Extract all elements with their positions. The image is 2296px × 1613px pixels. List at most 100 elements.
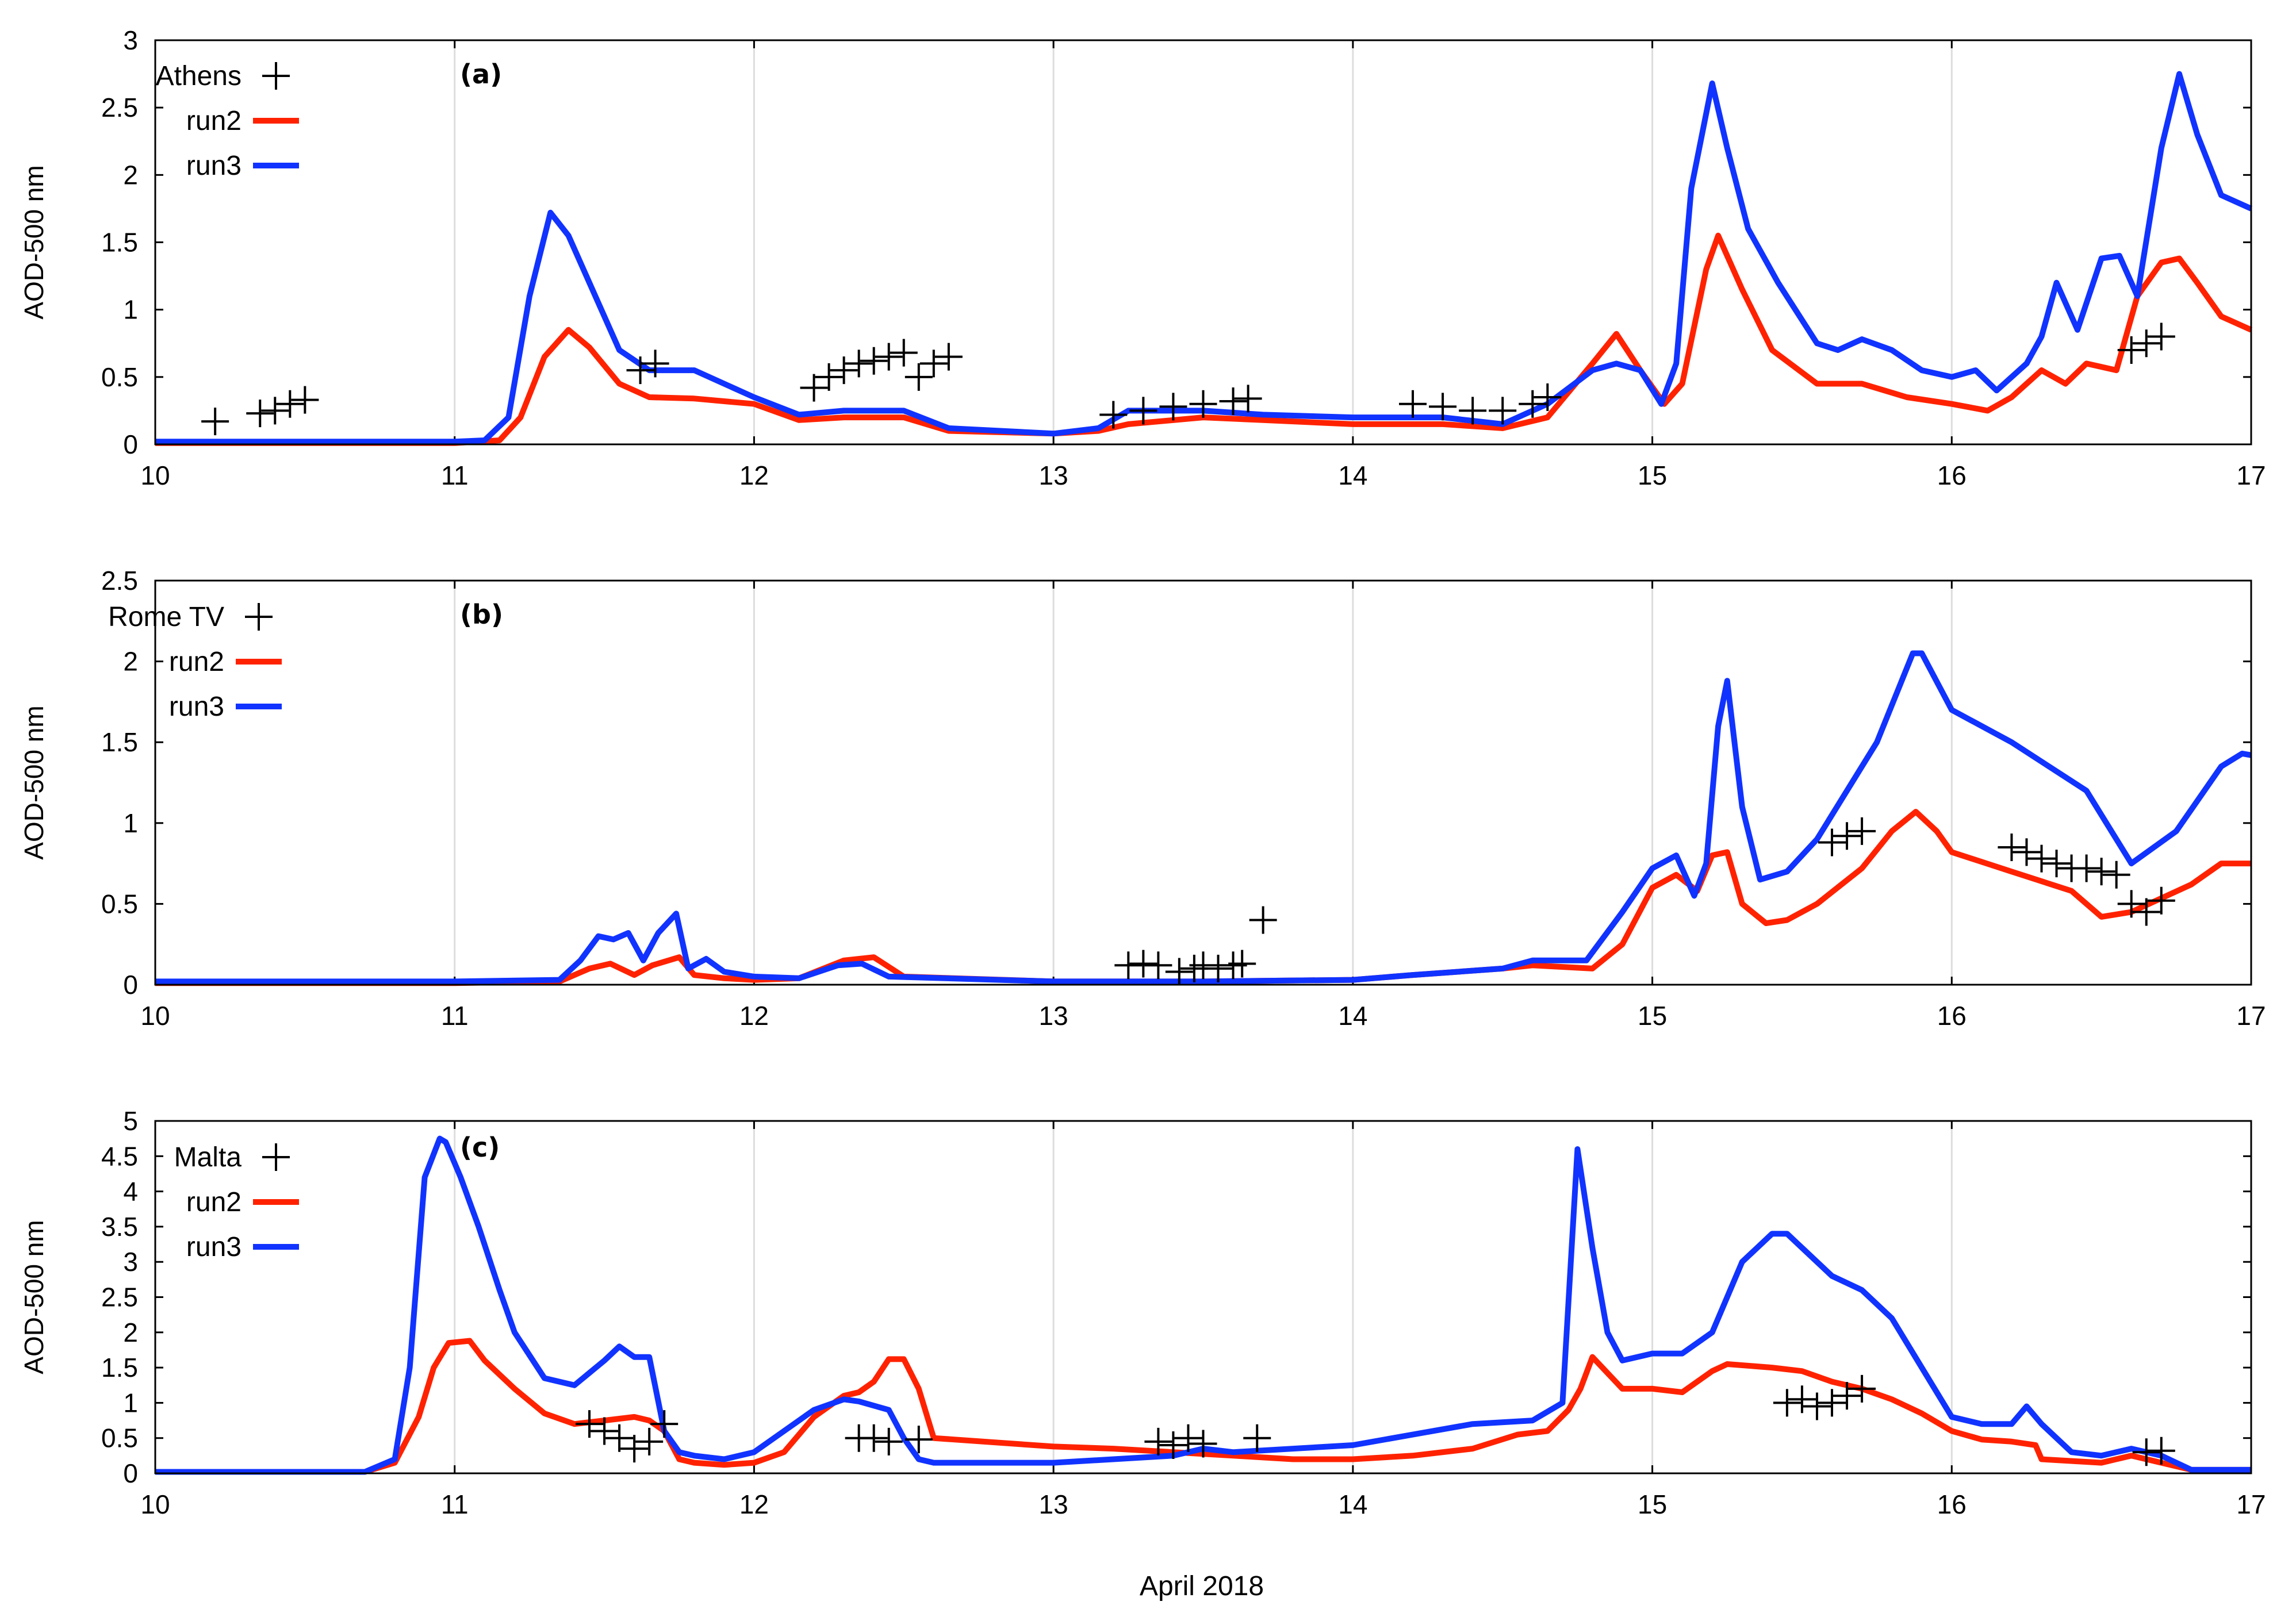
obs-point (1129, 950, 1157, 978)
obs-point (1833, 1382, 1861, 1410)
obs-point (2102, 861, 2130, 889)
obs-point (860, 1424, 888, 1452)
obs-point (1204, 954, 1232, 982)
obs-point (620, 1435, 649, 1463)
y-tick-label: 1 (123, 1388, 138, 1418)
series-run2-line (155, 809, 2251, 986)
x-tick-label: 11 (441, 460, 469, 490)
legend-obs-marker (262, 1143, 290, 1171)
panel-rome-tv: 10 11 12 13 14 15 16 17 0 0.5 1 1.5 2 2.5 AOD-500 nm Ro… (19, 566, 2266, 1031)
obs-point (860, 347, 888, 375)
obs-point (1489, 397, 1517, 425)
obs-point (904, 363, 933, 391)
x-tick-label: 15 (1638, 1001, 1667, 1031)
x-tick-label: 15 (1638, 1489, 1667, 1519)
obs-point (2147, 322, 2175, 351)
obs-point (2027, 844, 2056, 873)
obs-point (1998, 833, 2026, 861)
obs-point (1848, 817, 1876, 845)
x-tick-label: 17 (2236, 460, 2266, 490)
obs-point (800, 374, 828, 402)
obs-point (1228, 950, 1256, 978)
obs-point (2013, 838, 2041, 866)
series-run2-line (155, 1338, 2251, 1475)
y-tick-label: 0.5 (101, 362, 138, 392)
obs-point (1165, 958, 1193, 986)
legend-run3-label: run3 (169, 692, 224, 722)
plot-frame (154, 1120, 2252, 1474)
legend-obs-marker (262, 62, 290, 90)
panel-malta: 10 11 12 13 14 15 16 17 0 0.5 1 1.5 2 2.5 3 3.5 4 4.5 5 AOD… (19, 1106, 2266, 1519)
obs-point (626, 356, 654, 385)
plot-frame (154, 39, 2252, 446)
y-tick-label: 1.5 (101, 1353, 138, 1382)
legend-station-label: Malta (174, 1142, 242, 1173)
legend-run2-label: run2 (169, 647, 224, 677)
panel-label: (b) (460, 599, 503, 630)
y-tick-label: 2.5 (101, 566, 138, 596)
legend-run2-label: run2 (186, 106, 242, 136)
obs-point (2132, 329, 2160, 358)
obs-point (2042, 850, 2071, 878)
obs-point (815, 363, 843, 391)
obs-point (1399, 390, 1427, 418)
obs-point (1429, 393, 1457, 421)
x-axis-label: April 2018 (1140, 1571, 1264, 1602)
y-tick-label: 5 (123, 1106, 138, 1136)
y-tick-label: 4 (123, 1177, 138, 1207)
y-tick-label: 1 (123, 295, 138, 325)
x-tick-label: 12 (739, 1001, 769, 1031)
x-tick-label: 12 (739, 460, 769, 490)
x-tick-label: 14 (1338, 1001, 1367, 1031)
obs-point (934, 343, 963, 371)
obs-point (246, 400, 274, 428)
obs-point (1818, 828, 1846, 857)
obs-point (591, 1417, 619, 1445)
obs-point (1219, 387, 1247, 416)
obs-point (1234, 385, 1262, 413)
obs-point (2147, 886, 2175, 915)
series-run3-line (155, 650, 2252, 985)
legend-run2-label: run2 (186, 1187, 242, 1218)
y-tick-label: 2 (123, 160, 138, 190)
obs-point (1534, 383, 1562, 411)
y-tick-label: 1.5 (101, 727, 138, 757)
y-axis-label: AOD-500 nm (19, 705, 49, 859)
obs-point (1818, 1389, 1846, 1417)
obs-point (1189, 390, 1217, 418)
obs-point (1189, 951, 1217, 980)
y-axis-label: AOD-500 nm (19, 165, 49, 319)
x-tick-label: 11 (441, 1001, 469, 1031)
x-tick-label: 10 (140, 1001, 170, 1031)
obs-point (2117, 336, 2145, 364)
obs-point (605, 1424, 634, 1452)
legend-run3-label: run3 (186, 151, 242, 181)
x-tick-label: 12 (739, 1489, 769, 1519)
obs-point (2087, 858, 2115, 886)
series-run3-line (155, 71, 2253, 445)
y-tick-label: 1 (123, 808, 138, 838)
panel-label: (c) (460, 1132, 500, 1163)
plot-frame (154, 579, 2252, 986)
legend-station-label: Rome TV (108, 602, 224, 632)
y-tick-label: 0.5 (101, 1423, 138, 1453)
obs-point (1174, 1424, 1202, 1452)
panel-label: (a) (460, 59, 502, 90)
obs-point (1249, 906, 1277, 934)
obs-point (1144, 1427, 1172, 1455)
y-tick-label: 4.5 (101, 1141, 138, 1171)
y-tick-label: 0 (123, 1458, 138, 1488)
x-tick-label: 10 (140, 460, 170, 490)
x-tick-label: 14 (1338, 1489, 1367, 1519)
x-tick-label: 16 (1937, 1489, 1967, 1519)
x-tick-label: 10 (140, 1489, 170, 1519)
y-tick-label: 1.5 (101, 228, 138, 258)
x-tick-label: 16 (1937, 460, 1967, 490)
y-tick-label: 0 (123, 429, 138, 459)
obs-point (650, 1410, 679, 1438)
obs-point (1159, 1431, 1187, 1459)
obs-point (641, 350, 669, 378)
obs-point (2072, 854, 2100, 882)
x-tick-label: 13 (1039, 1489, 1068, 1519)
obs-point (1114, 951, 1143, 980)
